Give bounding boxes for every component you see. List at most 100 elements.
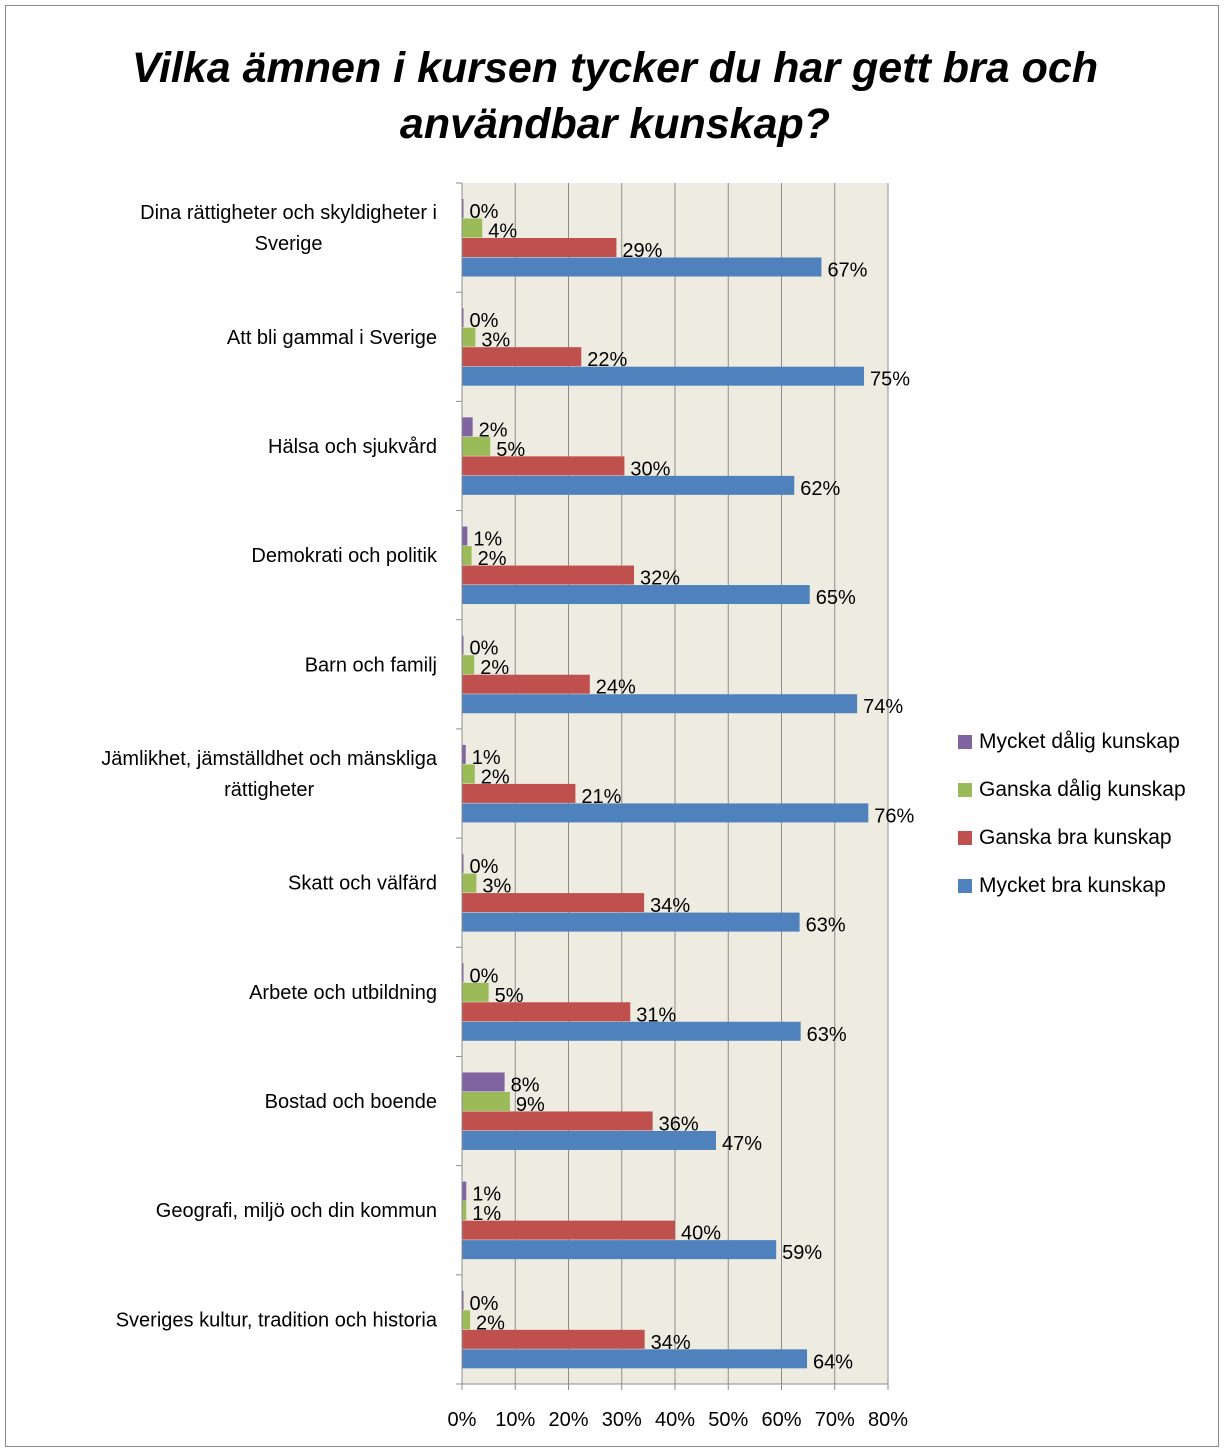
bar-1 <box>462 873 477 893</box>
data-label: 62% <box>800 478 840 500</box>
bar-0 <box>462 854 464 874</box>
legend-swatch <box>958 831 972 845</box>
category-label: Geografi, miljö och din kommun <box>156 1200 437 1222</box>
legend-label: Ganska bra kunskap <box>979 826 1172 849</box>
bar-2 <box>462 347 582 367</box>
axes <box>456 182 889 1390</box>
data-label: 5% <box>496 439 525 461</box>
data-label: 76% <box>874 805 914 827</box>
category-label: Att bli gammal i Sverige <box>227 327 437 349</box>
data-label: 74% <box>863 696 903 718</box>
data-label: 29% <box>622 240 662 262</box>
bar-3 <box>462 585 810 605</box>
labels: 0% 10% 20% 30% 40% 50% 60% 70% 80%0%4%29%67%Dina… <box>101 201 914 1431</box>
bar-1 <box>462 1310 470 1330</box>
data-label: 9% <box>516 1094 545 1116</box>
data-label: 22% <box>587 349 627 371</box>
x-tick-label: 50% <box>708 1409 748 1431</box>
bars <box>462 199 869 1369</box>
data-label: 67% <box>827 260 867 282</box>
data-label: 3% <box>482 876 511 898</box>
x-tick-label: 70% <box>815 1409 855 1431</box>
bar-3 <box>462 1130 717 1150</box>
legend-item: Ganska dålig kunskap <box>958 766 1186 814</box>
bar-1 <box>462 436 491 456</box>
bar-0 <box>462 308 464 328</box>
legend-swatch <box>958 735 972 749</box>
data-label: 30% <box>630 458 670 480</box>
data-label: 34% <box>650 895 690 917</box>
bar-0 <box>462 199 464 218</box>
legend-label: Mycket bra kunskap <box>979 874 1166 897</box>
data-label: 3% <box>481 330 510 352</box>
data-label: 8% <box>511 1074 540 1096</box>
data-label: 40% <box>681 1223 721 1245</box>
category-label: Skatt och välfärd <box>288 873 437 895</box>
data-label: 36% <box>659 1113 699 1135</box>
x-tick-label: 30% <box>602 1409 642 1431</box>
bar-3 <box>462 912 800 932</box>
category-label: Demokrati och politik <box>251 545 438 567</box>
bar-2 <box>462 1111 653 1131</box>
bar-0 <box>462 635 464 655</box>
bar-0 <box>462 417 473 437</box>
x-tick-label: 40% <box>655 1409 695 1431</box>
category-label: Bostad och boende <box>265 1091 437 1113</box>
bar-0 <box>462 744 466 764</box>
x-tick-label: 10% <box>495 1409 535 1431</box>
legend: Mycket dålig kunskap Ganska dålig kunskap… <box>958 718 1186 910</box>
data-label: 1% <box>472 1184 501 1206</box>
data-label: 2% <box>478 548 507 570</box>
legend-label: Ganska dålig kunskap <box>979 778 1186 801</box>
bar-0 <box>462 963 464 983</box>
bar-2 <box>462 1329 645 1349</box>
data-label: 47% <box>722 1133 762 1155</box>
bar-3 <box>462 694 858 714</box>
data-label: 0% <box>470 638 499 660</box>
legend-label: Mycket dålig kunskap <box>979 730 1180 753</box>
bar-2 <box>462 1002 631 1022</box>
bar-2 <box>462 1220 675 1240</box>
data-label: 65% <box>816 587 856 609</box>
data-label: 0% <box>470 310 499 332</box>
data-label: 75% <box>870 369 910 391</box>
category-label: Hälsa och sjukvård <box>268 436 437 458</box>
chart-title: Vilka ämnen i kursen tycker du har gett … <box>131 44 1099 148</box>
bar-0 <box>462 1181 467 1201</box>
bar-2 <box>462 456 625 476</box>
bar-1 <box>462 218 483 238</box>
bar-3 <box>462 803 869 823</box>
bar-3 <box>462 366 865 386</box>
data-label: 31% <box>636 1004 676 1026</box>
data-label: 1% <box>472 747 501 769</box>
data-label: 59% <box>782 1242 822 1264</box>
x-tick-label: 60% <box>761 1409 801 1431</box>
legend-item: Ganska bra kunskap <box>958 814 1186 862</box>
x-tick-label: 80% <box>868 1409 908 1431</box>
bar-3 <box>462 1240 777 1260</box>
x-tick-label: 0% <box>448 1409 477 1431</box>
data-label: 1% <box>473 529 502 551</box>
data-label: 63% <box>806 915 846 937</box>
data-label: 2% <box>481 766 510 788</box>
data-label: 4% <box>488 221 517 243</box>
bar-1 <box>462 655 475 675</box>
bar-1 <box>462 327 476 347</box>
category-label: Jämlikhet, jämställdhet och mänskliga rät… <box>101 748 438 801</box>
category-label: Sveriges kultur, tradition och historia <box>116 1309 438 1331</box>
bar-0 <box>462 526 468 546</box>
data-label: 2% <box>479 419 508 441</box>
bar-3 <box>462 257 822 277</box>
data-label: 63% <box>807 1024 847 1046</box>
bar-2 <box>462 783 576 803</box>
bar-1 <box>462 1091 510 1111</box>
data-label: 21% <box>581 786 621 808</box>
data-label: 0% <box>470 965 499 987</box>
legend-item: Mycket dålig kunskap <box>958 718 1186 766</box>
data-label: 2% <box>476 1312 505 1334</box>
data-label: 24% <box>596 677 636 699</box>
data-label: 5% <box>495 985 524 1007</box>
bar-3 <box>462 1021 801 1041</box>
data-label: 0% <box>470 201 499 223</box>
